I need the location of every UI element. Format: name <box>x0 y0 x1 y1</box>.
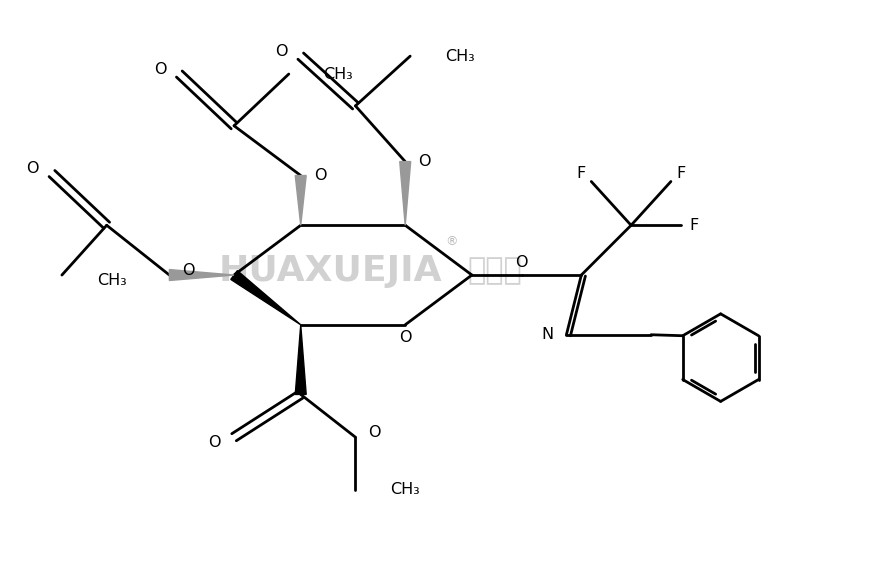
Text: CH₃: CH₃ <box>324 66 353 82</box>
Text: F: F <box>676 166 685 181</box>
Text: O: O <box>313 168 325 183</box>
Text: F: F <box>576 166 586 181</box>
Text: O: O <box>399 330 411 345</box>
Text: HUAXUEJIA: HUAXUEJIA <box>218 254 442 288</box>
Text: O: O <box>154 61 166 77</box>
Polygon shape <box>295 325 306 395</box>
Text: ®: ® <box>445 235 458 248</box>
Text: O: O <box>182 262 195 278</box>
Text: CH₃: CH₃ <box>390 482 419 498</box>
Text: O: O <box>275 44 288 59</box>
Text: CH₃: CH₃ <box>97 272 126 288</box>
Text: O: O <box>27 161 39 176</box>
Polygon shape <box>169 270 234 280</box>
Text: CH₃: CH₃ <box>444 48 474 64</box>
Text: N: N <box>541 327 552 342</box>
Text: O: O <box>515 254 527 270</box>
Text: O: O <box>417 154 430 169</box>
Text: F: F <box>688 218 697 233</box>
Polygon shape <box>231 271 300 325</box>
Text: O: O <box>368 425 381 440</box>
Text: 化学加: 化学加 <box>467 257 521 285</box>
Text: O: O <box>208 435 221 450</box>
Polygon shape <box>400 162 410 225</box>
Polygon shape <box>295 176 306 225</box>
